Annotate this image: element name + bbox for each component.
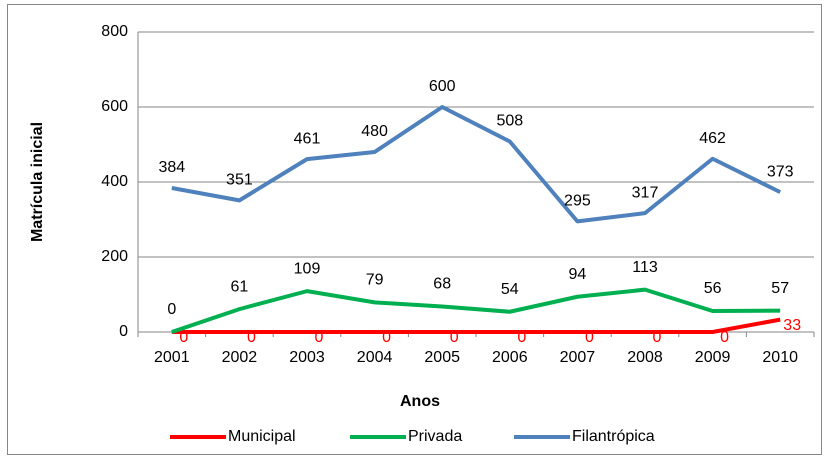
- y-axis-label: Matrícula inicial: [29, 122, 46, 242]
- legend-label: Privada: [408, 428, 462, 445]
- data-label: 0: [653, 329, 662, 346]
- x-axis-label: Anos: [400, 393, 440, 410]
- data-label: 0: [517, 329, 526, 346]
- x-tick-label: 2001: [154, 349, 190, 366]
- data-label: 0: [167, 301, 176, 318]
- data-label: 295: [564, 193, 591, 210]
- data-label: 0: [585, 329, 594, 346]
- data-label: 0: [247, 329, 256, 346]
- x-tick-label: 2002: [222, 349, 258, 366]
- data-label: 373: [767, 163, 794, 180]
- data-label: 61: [231, 278, 249, 295]
- x-tick-label: 2004: [357, 349, 393, 366]
- line-series: [171, 105, 782, 224]
- x-tick-label: 2007: [560, 349, 596, 366]
- y-tick-label: 0: [119, 323, 128, 340]
- data-label: 461: [294, 130, 321, 147]
- data-label: 0: [382, 329, 391, 346]
- data-label: 0: [720, 329, 729, 346]
- x-tick-label: 2010: [762, 349, 798, 366]
- data-label: 79: [366, 272, 384, 289]
- y-tick-label: 200: [101, 248, 128, 265]
- data-label: 0: [450, 329, 459, 346]
- data-label: 384: [158, 159, 185, 176]
- x-tick-label: 2005: [424, 349, 460, 366]
- y-tick-label: 600: [101, 98, 128, 115]
- legend-label: Municipal: [228, 428, 296, 445]
- data-label: 56: [704, 280, 722, 297]
- data-label: 600: [429, 78, 456, 95]
- x-tick-label: 2006: [492, 349, 528, 366]
- data-label: 68: [433, 276, 451, 293]
- data-label: 462: [699, 130, 726, 147]
- y-tick-label: 800: [101, 23, 128, 40]
- data-label: 317: [632, 184, 659, 201]
- data-label: 33: [783, 317, 801, 334]
- legend-label: Filantrópica: [572, 428, 655, 445]
- data-label: 109: [294, 260, 321, 277]
- x-tick-label: 2008: [627, 349, 663, 366]
- data-label: 94: [569, 266, 587, 283]
- x-tick-label: 2009: [695, 349, 731, 366]
- chart-border: [7, 4, 822, 455]
- line-series: [171, 317, 781, 334]
- data-label: 508: [496, 113, 523, 130]
- data-label: 57: [771, 280, 789, 297]
- data-label: 113: [632, 259, 658, 276]
- data-label: 351: [226, 172, 253, 189]
- y-tick-label: 400: [101, 173, 128, 190]
- data-label: 480: [361, 123, 388, 140]
- x-tick-label: 2003: [289, 349, 325, 366]
- data-label: 54: [501, 281, 519, 298]
- line-series: [171, 287, 781, 334]
- data-label: 0: [179, 329, 188, 346]
- data-label: 0: [315, 329, 324, 346]
